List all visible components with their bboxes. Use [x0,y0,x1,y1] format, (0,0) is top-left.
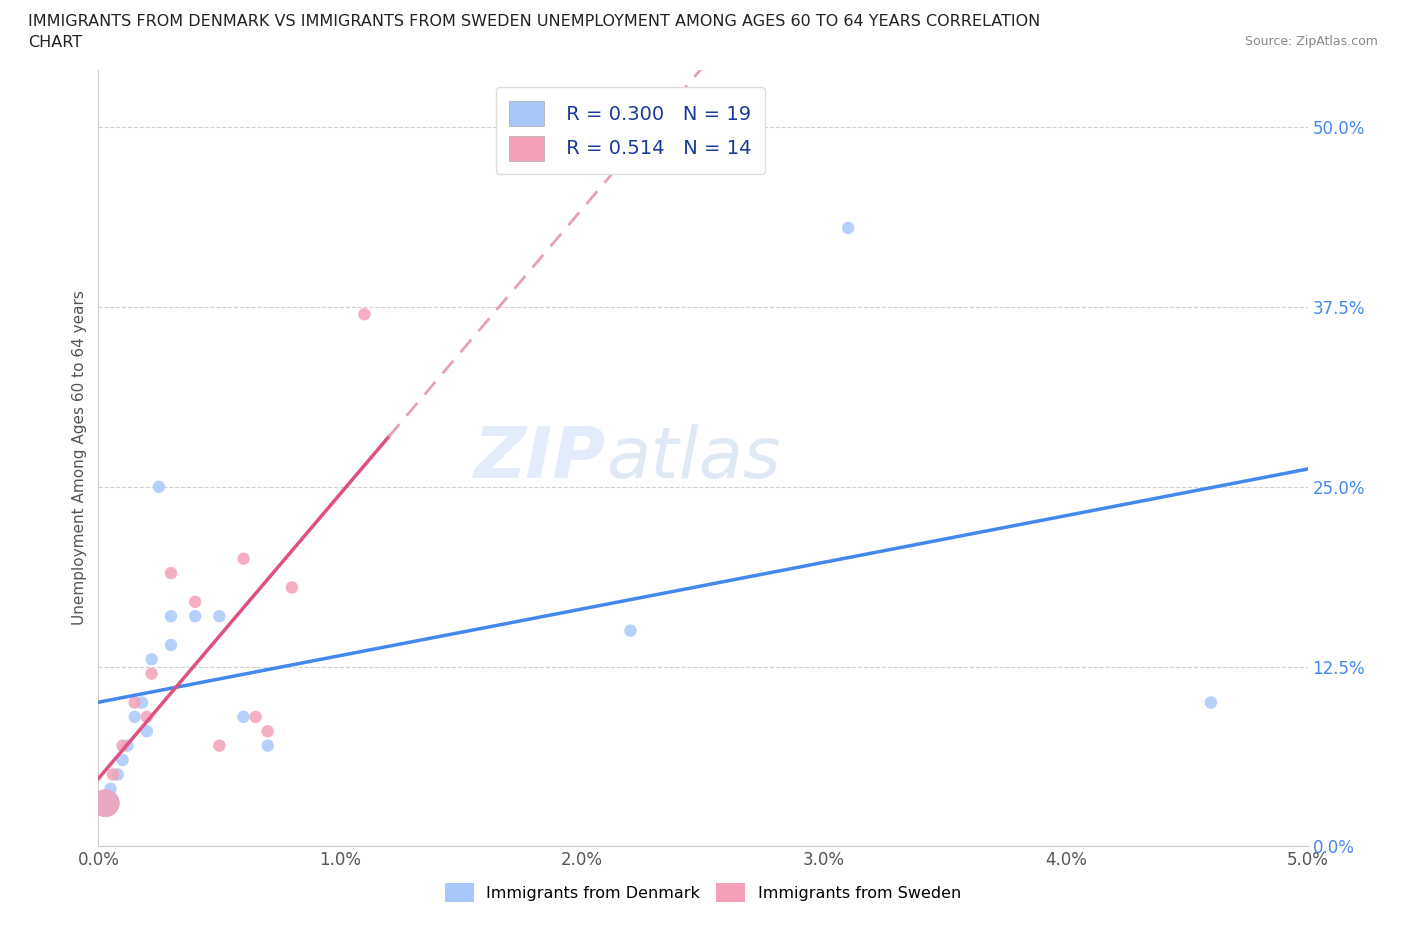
Point [353,307,375,322]
Point [141,652,163,667]
Point [837,220,859,235]
Point [117,738,139,753]
Point [208,738,231,753]
Point [232,551,254,566]
Point [184,609,207,624]
Point [141,666,163,681]
Point [160,609,183,624]
Text: IMMIGRANTS FROM DENMARK VS IMMIGRANTS FROM SWEDEN UNEMPLOYMENT AMONG AGES 60 TO : IMMIGRANTS FROM DENMARK VS IMMIGRANTS FR… [28,14,1040,29]
Point [124,695,146,710]
Point [111,752,134,767]
Point [100,781,122,796]
Point [619,623,641,638]
Text: Source: ZipAtlas.com: Source: ZipAtlas.com [1244,35,1378,48]
Legend: Immigrants from Denmark, Immigrants from Sweden: Immigrants from Denmark, Immigrants from… [439,877,967,908]
Point [111,738,134,753]
Text: ZIP: ZIP [474,423,606,493]
Point [160,565,183,580]
Point [131,695,153,710]
Y-axis label: Unemployment Among Ages 60 to 64 years: Unemployment Among Ages 60 to 64 years [72,290,87,626]
Point [232,710,254,724]
Point [256,724,278,738]
Point [245,710,267,724]
Point [94,796,117,811]
Point [1199,695,1222,710]
Text: atlas: atlas [606,423,780,493]
Point [101,767,124,782]
Point [281,580,304,595]
Point [124,710,146,724]
Point [94,796,117,811]
Point [135,710,157,724]
Point [184,594,207,609]
Text: CHART: CHART [28,35,82,50]
Point [107,767,129,782]
Point [148,479,170,494]
Point [135,724,157,738]
Point [208,609,231,624]
Legend:  R = 0.300   N = 19,  R = 0.514   N = 14: R = 0.300 N = 19, R = 0.514 N = 14 [496,87,765,174]
Point [160,638,183,653]
Point [256,738,278,753]
